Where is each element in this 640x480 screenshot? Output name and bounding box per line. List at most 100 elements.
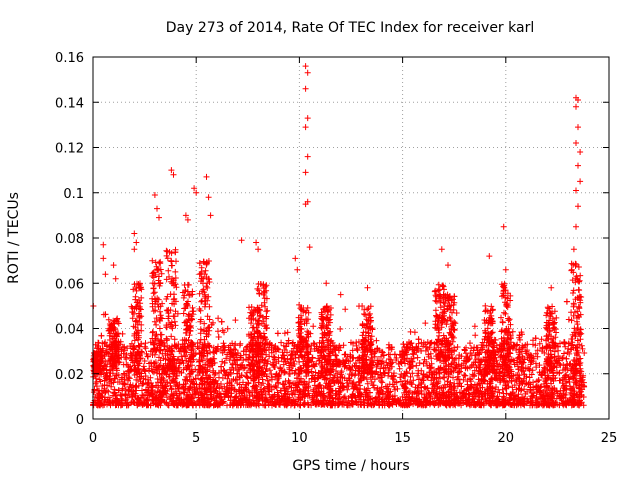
data-point (541, 349, 548, 356)
data-point (98, 332, 105, 339)
data-point (215, 315, 222, 322)
data-point (218, 318, 225, 325)
data-point (130, 286, 137, 293)
data-point (383, 359, 390, 366)
data-point (477, 380, 484, 387)
data-point (431, 346, 438, 353)
data-point (284, 329, 291, 336)
data-point (379, 379, 386, 386)
data-point (345, 383, 352, 390)
data-point (410, 377, 417, 384)
data-point (396, 365, 403, 372)
data-point (563, 298, 570, 305)
data-point (471, 367, 478, 374)
data-point (142, 345, 149, 352)
data-point (281, 330, 288, 337)
data-point (420, 360, 427, 367)
data-point (206, 303, 213, 310)
data-point (373, 337, 380, 344)
data-point (150, 308, 157, 315)
data-point (368, 378, 375, 385)
data-point (566, 350, 573, 357)
data-point (359, 303, 366, 309)
data-point (274, 330, 281, 337)
data-point (460, 376, 467, 383)
data-point (333, 368, 339, 374)
data-point (394, 385, 401, 392)
data-point (215, 334, 222, 340)
data-point (120, 361, 127, 368)
data-point (157, 260, 164, 267)
data-point (158, 331, 165, 338)
data-point (563, 355, 570, 362)
data-point (161, 346, 168, 353)
data-point (431, 375, 438, 382)
data-point (310, 323, 317, 330)
data-point (467, 340, 473, 347)
data-point (500, 393, 507, 400)
data-point (244, 374, 251, 381)
data-point (472, 332, 479, 339)
data-point (518, 329, 525, 336)
data-point (199, 297, 205, 304)
data-point (163, 247, 170, 254)
data-point (441, 374, 448, 381)
data-point (368, 354, 375, 361)
data-point (282, 369, 288, 376)
data-point (385, 372, 392, 379)
data-point (151, 289, 158, 296)
data-point (265, 358, 271, 365)
data-point (342, 306, 349, 313)
data-point (400, 341, 407, 348)
data-point (407, 328, 414, 335)
data-point (119, 385, 126, 392)
data-point (337, 326, 344, 332)
data-point (409, 370, 416, 377)
data-point (454, 344, 461, 350)
data-point (353, 345, 360, 352)
data-point (105, 316, 112, 323)
data-point (406, 388, 413, 394)
data-point (141, 367, 148, 374)
data-point (526, 366, 533, 372)
data-point (581, 350, 588, 356)
data-point (397, 374, 404, 381)
data-point (141, 343, 148, 350)
data-point (181, 282, 188, 288)
data-point (171, 336, 178, 343)
data-point (202, 267, 209, 274)
data-point (267, 367, 273, 374)
data-point (168, 258, 175, 265)
data-point (224, 325, 231, 332)
data-point (578, 342, 585, 349)
data-point (461, 372, 468, 378)
data-point (157, 308, 163, 315)
data-point (415, 336, 422, 343)
data-point (240, 379, 246, 386)
chart-title: Day 273 of 2014, Rate Of TEC Index for r… (166, 20, 534, 36)
data-point (232, 317, 239, 324)
data-point (165, 267, 172, 274)
data-point (105, 388, 112, 395)
data-point (150, 290, 157, 297)
data-point (169, 262, 176, 269)
data-point (182, 352, 189, 359)
data-point (158, 270, 165, 277)
data-point (140, 363, 147, 370)
data-point (172, 268, 179, 275)
data-point (308, 368, 315, 375)
data-point (422, 320, 429, 327)
data-point (278, 339, 285, 346)
data-point (440, 374, 447, 381)
data-point (503, 390, 510, 397)
data-point (259, 376, 266, 383)
data-point (153, 321, 160, 328)
data-points (90, 63, 588, 409)
data-point (171, 291, 177, 298)
data-point (561, 339, 568, 346)
data-point (514, 341, 521, 348)
data-point (353, 339, 360, 346)
data-point (156, 325, 163, 332)
data-point (215, 328, 221, 335)
